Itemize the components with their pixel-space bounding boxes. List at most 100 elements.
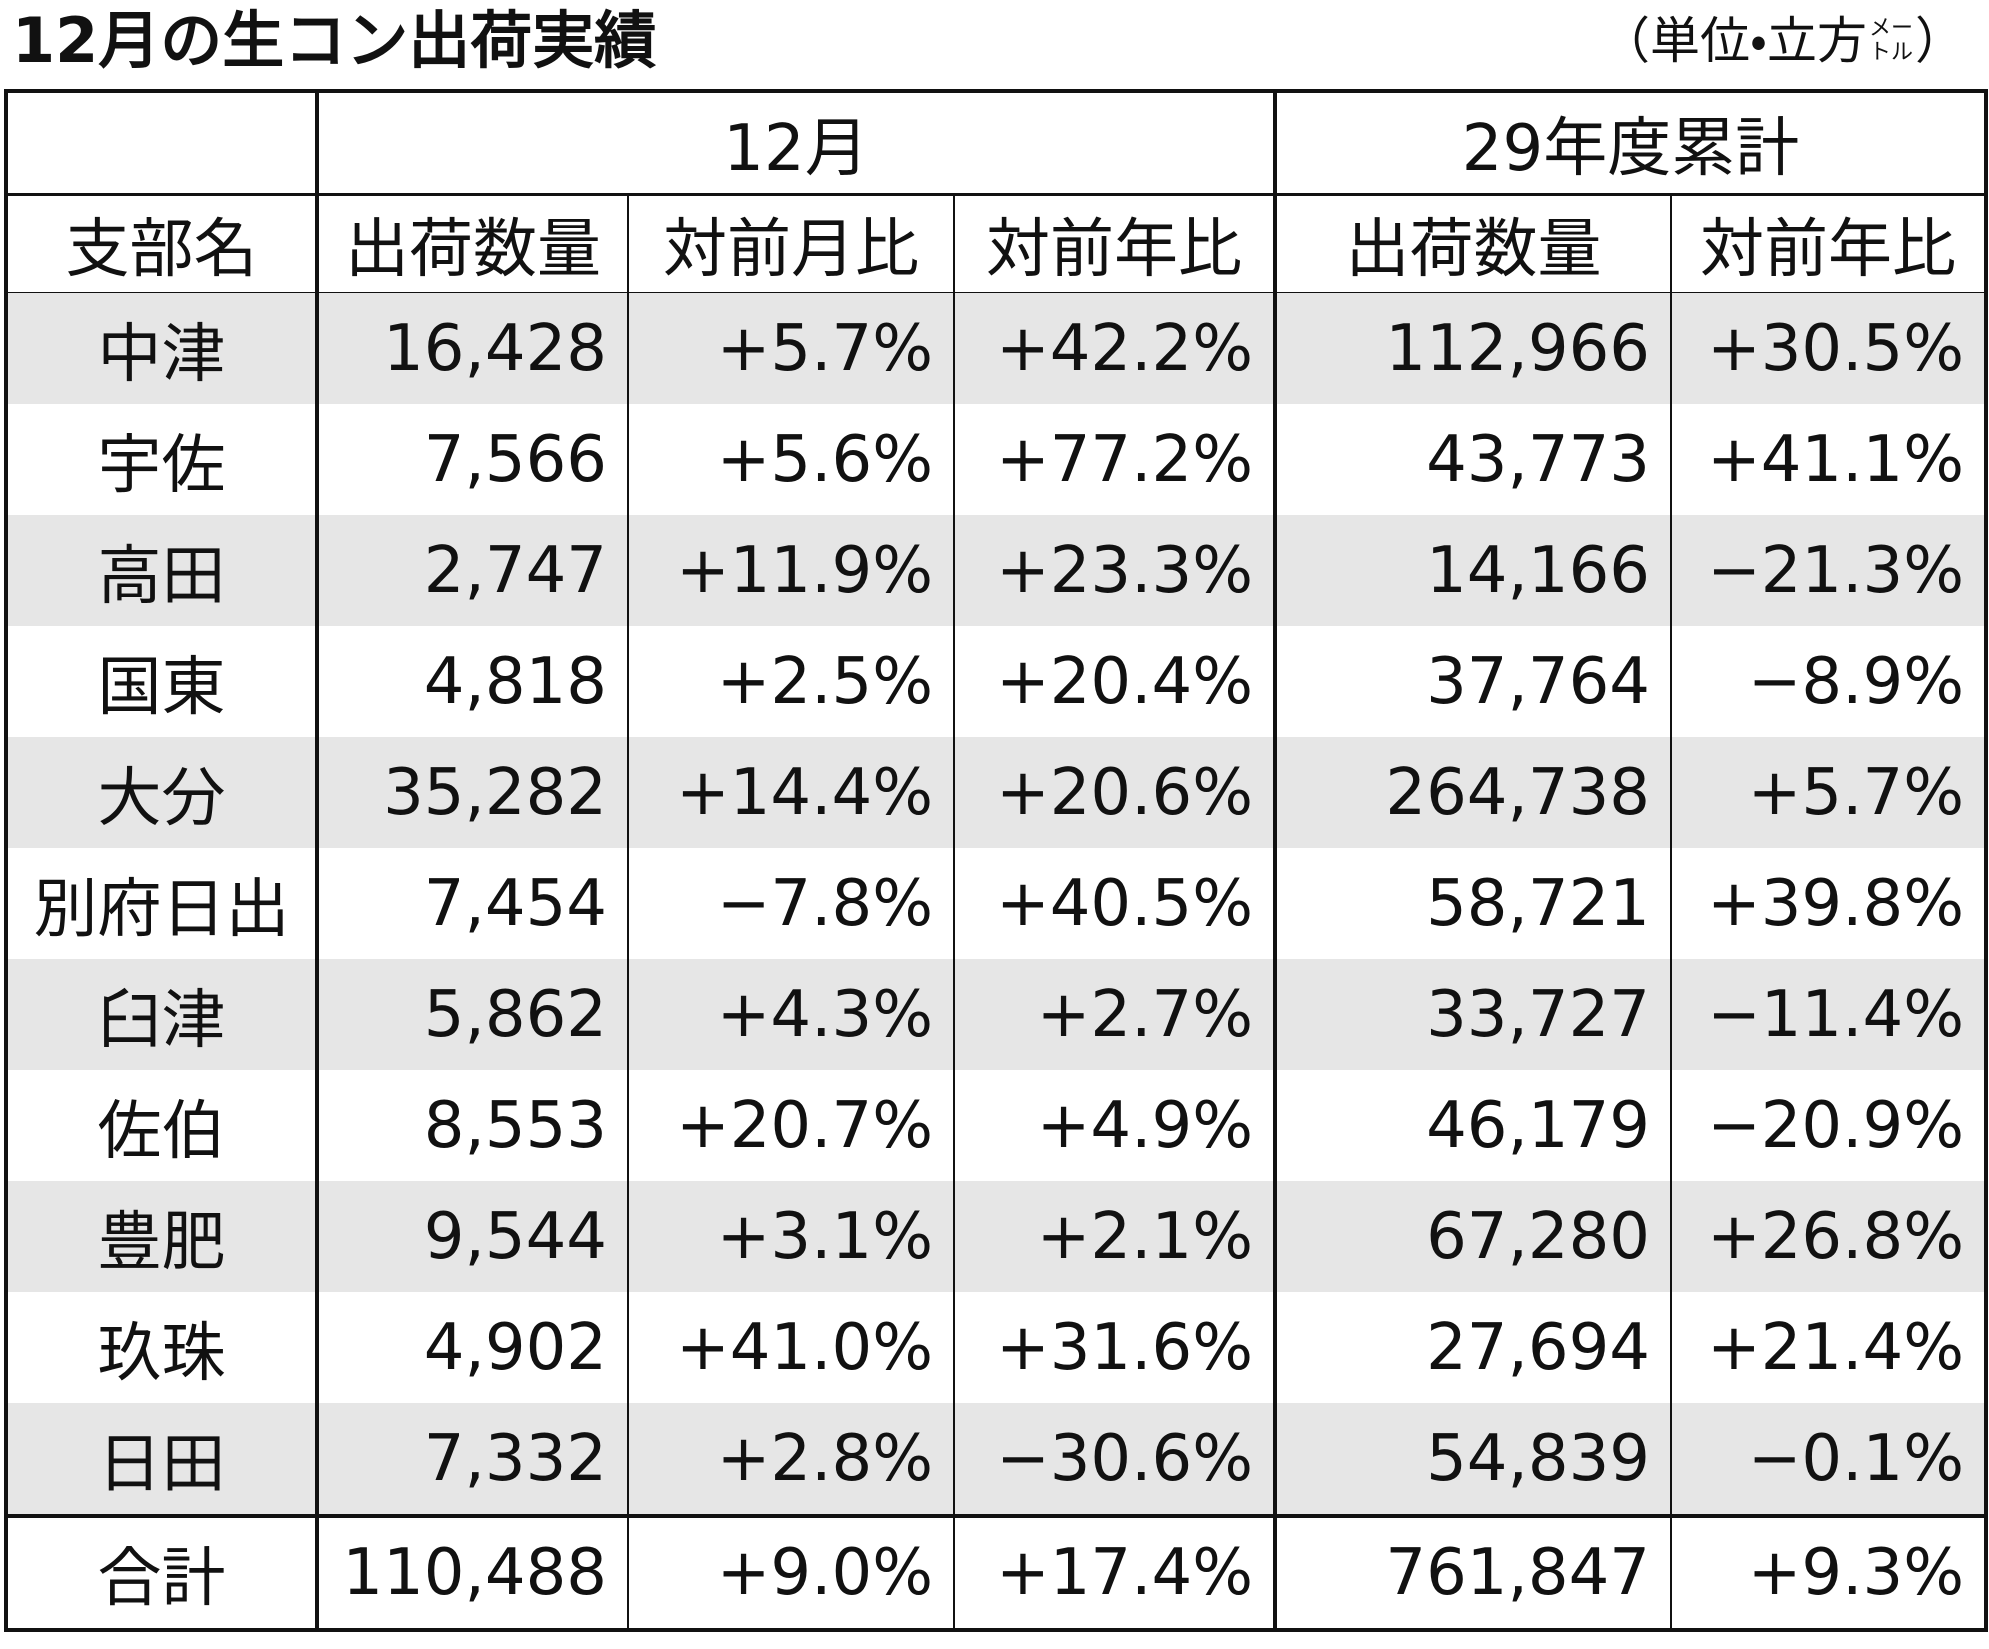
branch-name: 佐伯 (5, 1070, 318, 1181)
unit-small-top: メー (1868, 16, 1913, 41)
data-cell: +39.8% (1670, 848, 1988, 959)
column-header: 出荷数量 (1273, 193, 1673, 293)
data-cell: 264,738 (1273, 737, 1673, 848)
data-cell: +41.0% (627, 1292, 955, 1403)
data-cell: +3.1% (627, 1181, 955, 1292)
branch-name: 宇佐 (5, 404, 318, 515)
data-cell: 112,966 (1273, 292, 1673, 404)
data-cell: 5,862 (315, 959, 629, 1070)
data-cell: −7.8% (627, 848, 955, 959)
data-row: 大分 35,282 +14.4% +20.6% 264,738 +5.7% (5, 737, 1988, 848)
data-cell: 35,282 (315, 737, 629, 848)
data-cell: −8.9% (1670, 626, 1988, 737)
data-cell: +23.3% (952, 515, 1277, 626)
branch-name: 別府日出 (5, 848, 318, 959)
total-cell: +17.4% (952, 1514, 1277, 1631)
data-cell: +20.6% (952, 737, 1277, 848)
total-row: 合計 110,488 +9.0% +17.4% 761,847 +9.3% (5, 1514, 1988, 1631)
column-header-row: 支部名 出荷数量 対前月比 対前年比 出荷数量 対前年比 (5, 193, 1988, 293)
total-cell: +9.3% (1670, 1514, 1988, 1631)
data-cell: 9,544 (315, 1181, 629, 1292)
data-cell: 33,727 (1273, 959, 1673, 1070)
data-cell: +21.4% (1670, 1292, 1988, 1403)
group-header: 12月 (314, 90, 1277, 196)
data-cell: +5.7% (1670, 737, 1988, 848)
data-row: 日田 7,332 +2.8% −30.6% 54,839 −0.1% (5, 1403, 1988, 1516)
branch-name: 高田 (5, 515, 318, 626)
branch-name: 豊肥 (5, 1181, 318, 1292)
data-cell: 7,566 (315, 404, 629, 515)
data-cell: +20.7% (627, 1070, 955, 1181)
group-header-row: 12月 29年度累計 (5, 90, 1988, 196)
data-cell: +11.9% (627, 515, 955, 626)
data-row: 臼津 5,862 +4.3% +2.7% 33,727 −11.4% (5, 959, 1988, 1070)
data-row: 豊肥 9,544 +3.1% +2.1% 67,280 +26.8% (5, 1181, 1988, 1292)
column-header: 出荷数量 (315, 193, 629, 293)
data-cell: 14,166 (1273, 515, 1673, 626)
unit-suffix: ） (1915, 12, 1965, 70)
data-cell: 7,332 (315, 1403, 629, 1516)
data-cell: 7,454 (315, 848, 629, 959)
data-cell: 27,694 (1273, 1292, 1673, 1403)
data-cell: +14.4% (627, 737, 955, 848)
data-cell: 4,818 (315, 626, 629, 737)
data-cell: +5.7% (627, 292, 955, 404)
data-row: 国東 4,818 +2.5% +20.4% 37,764 −8.9% (5, 626, 1988, 737)
data-cell: +77.2% (952, 404, 1277, 515)
branch-name: 臼津 (5, 959, 318, 1070)
data-cell: −11.4% (1670, 959, 1988, 1070)
data-cell: 2,747 (315, 515, 629, 626)
column-header: 対前月比 (627, 193, 955, 293)
data-cell: −21.3% (1670, 515, 1988, 626)
data-cell: 4,902 (315, 1292, 629, 1403)
data-row: 宇佐 7,566 +5.6% +77.2% 43,773 +41.1% (5, 404, 1988, 515)
data-cell: −0.1% (1670, 1403, 1988, 1516)
data-row: 玖珠 4,902 +41.0% +31.6% 27,694 +21.4% (5, 1292, 1988, 1403)
branch-name: 日田 (5, 1403, 318, 1516)
unit-small: メー トル (1869, 17, 1913, 65)
data-cell: +2.1% (952, 1181, 1277, 1292)
data-cell: +4.9% (952, 1070, 1277, 1181)
data-cell: 43,773 (1273, 404, 1673, 515)
data-cell: +2.5% (627, 626, 955, 737)
data-cell: +42.2% (952, 292, 1277, 404)
data-cell: +2.7% (952, 959, 1277, 1070)
data-cell: 46,179 (1273, 1070, 1673, 1181)
data-cell: +5.6% (627, 404, 955, 515)
data-cell: +20.4% (952, 626, 1277, 737)
column-header: 支部名 (5, 193, 318, 293)
data-cell: +2.8% (627, 1403, 955, 1516)
unit: （単位・立方 メー トル ） (1600, 6, 1965, 76)
total-cell: +9.0% (627, 1514, 955, 1631)
data-cell: +30.5% (1670, 292, 1988, 404)
table: 12月 29年度累計 支部名 出荷数量 対前月比 対前年比 出荷数量 対前年比 中津 16,428… (4, 89, 1989, 1632)
data-row: 高田 2,747 +11.9% +23.3% 14,166 −21.3% (5, 515, 1988, 626)
group-header: 29年度累計 (1273, 90, 1988, 196)
column-header: 対前年比 (1670, 193, 1988, 293)
branch-name: 玖珠 (5, 1292, 318, 1403)
data-cell: +40.5% (952, 848, 1277, 959)
data-cell: −30.6% (952, 1403, 1277, 1516)
data-cell: 58,721 (1273, 848, 1673, 959)
data-cell: +41.1% (1670, 404, 1988, 515)
unit-prefix: （単位・立方 (1599, 12, 1867, 70)
branch-name: 中津 (5, 292, 318, 404)
data-cell: 37,764 (1273, 626, 1673, 737)
data-row: 別府日出 7,454 −7.8% +40.5% 58,721 +39.8% (5, 848, 1988, 959)
data-cell: 67,280 (1273, 1181, 1673, 1292)
data-row: 中津 16,428 +5.7% +42.2% 112,966 +30.5% (5, 292, 1988, 404)
data-row: 佐伯 8,553 +20.7% +4.9% 46,179 −20.9% (5, 1070, 1988, 1181)
column-header: 対前年比 (952, 193, 1277, 293)
total-label: 合計 (5, 1514, 318, 1631)
data-cell: 8,553 (315, 1070, 629, 1181)
unit-small-bottom: トル (1868, 40, 1913, 65)
total-cell: 761,847 (1273, 1514, 1673, 1631)
data-cell: +4.3% (627, 959, 955, 1070)
data-cell: +31.6% (952, 1292, 1277, 1403)
branch-name: 大分 (5, 737, 318, 848)
branch-name: 国東 (5, 626, 318, 737)
data-cell: 16,428 (315, 292, 629, 404)
data-cell: −20.9% (1670, 1070, 1988, 1181)
corner-cell (5, 90, 318, 196)
